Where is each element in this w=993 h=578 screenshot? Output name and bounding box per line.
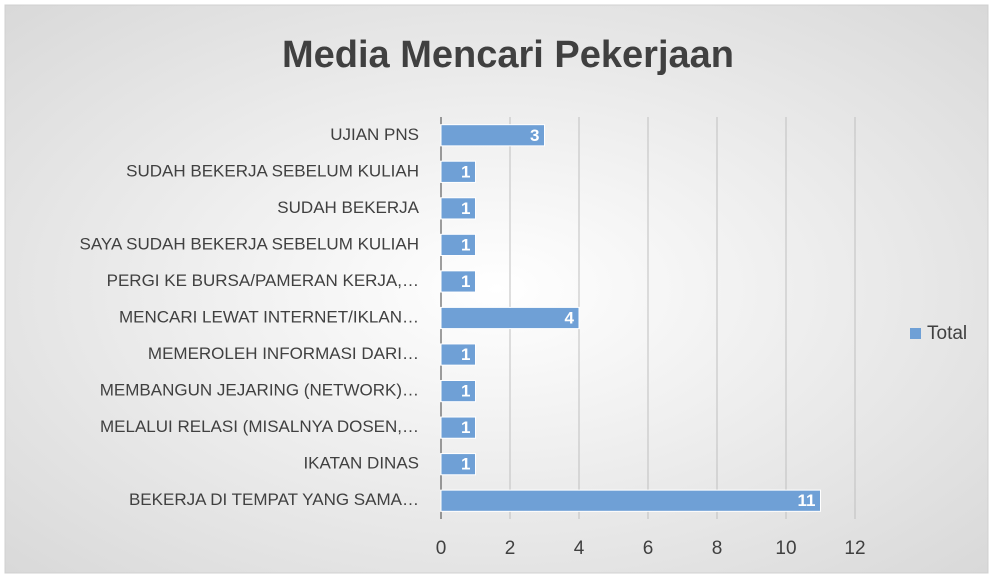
y-tick-label: MELALUI RELASI (MISALNYA DOSEN,… <box>100 417 419 436</box>
data-label: 11 <box>798 491 816 510</box>
y-tick-label: SAYA SUDAH BEKERJA SEBELUM KULIAH <box>80 234 420 253</box>
legend-swatch <box>910 328 921 339</box>
bar <box>440 489 821 512</box>
data-label: 1 <box>461 235 470 254</box>
x-tick-label: 4 <box>574 538 585 559</box>
x-tick-label: 8 <box>712 538 723 559</box>
bar <box>440 343 476 366</box>
x-tick-label: 2 <box>505 538 516 559</box>
data-label: 1 <box>461 162 470 181</box>
bar <box>440 453 476 476</box>
legend-label: Total <box>927 323 967 344</box>
y-tick-label: BEKERJA DI TEMPAT YANG SAMA… <box>129 490 419 509</box>
data-label: 1 <box>461 455 470 474</box>
y-tick-label: MENCARI LEWAT INTERNET/IKLAN… <box>119 307 419 326</box>
data-label: 1 <box>461 382 470 401</box>
y-tick-label: UJIAN PNS <box>330 125 419 144</box>
data-label: 1 <box>461 272 470 291</box>
chart-background <box>4 4 989 574</box>
y-tick-label: SUDAH BEKERJA SEBELUM KULIAH <box>126 161 419 180</box>
x-tick-label: 0 <box>436 538 447 559</box>
bar <box>440 233 476 257</box>
x-tick-label: 10 <box>775 538 796 559</box>
bar <box>440 124 545 147</box>
chart-title: Media Mencari Pekerjaan <box>282 34 734 76</box>
y-tick-label: PERGI KE BURSA/PAMERAN KERJA,… <box>107 271 419 290</box>
data-label: 1 <box>461 418 470 437</box>
x-tick-label: 6 <box>643 538 654 559</box>
data-label: 4 <box>565 308 575 327</box>
bar <box>440 416 476 439</box>
bar <box>440 306 580 330</box>
bar <box>440 270 476 293</box>
y-tick-label: MEMEROLEH INFORMASI DARI… <box>148 344 419 363</box>
data-label: 1 <box>461 199 470 218</box>
y-tick-label: MEMBANGUN JEJARING (NETWORK)… <box>100 381 419 400</box>
bar <box>440 160 476 183</box>
data-label: 3 <box>530 126 539 145</box>
y-tick-label: SUDAH BEKERJA <box>277 198 419 217</box>
bar <box>440 379 476 403</box>
x-tick-label: 12 <box>844 538 865 559</box>
bar <box>440 197 476 220</box>
y-tick-label: IKATAN DINAS <box>303 454 419 473</box>
data-label: 1 <box>461 345 470 364</box>
